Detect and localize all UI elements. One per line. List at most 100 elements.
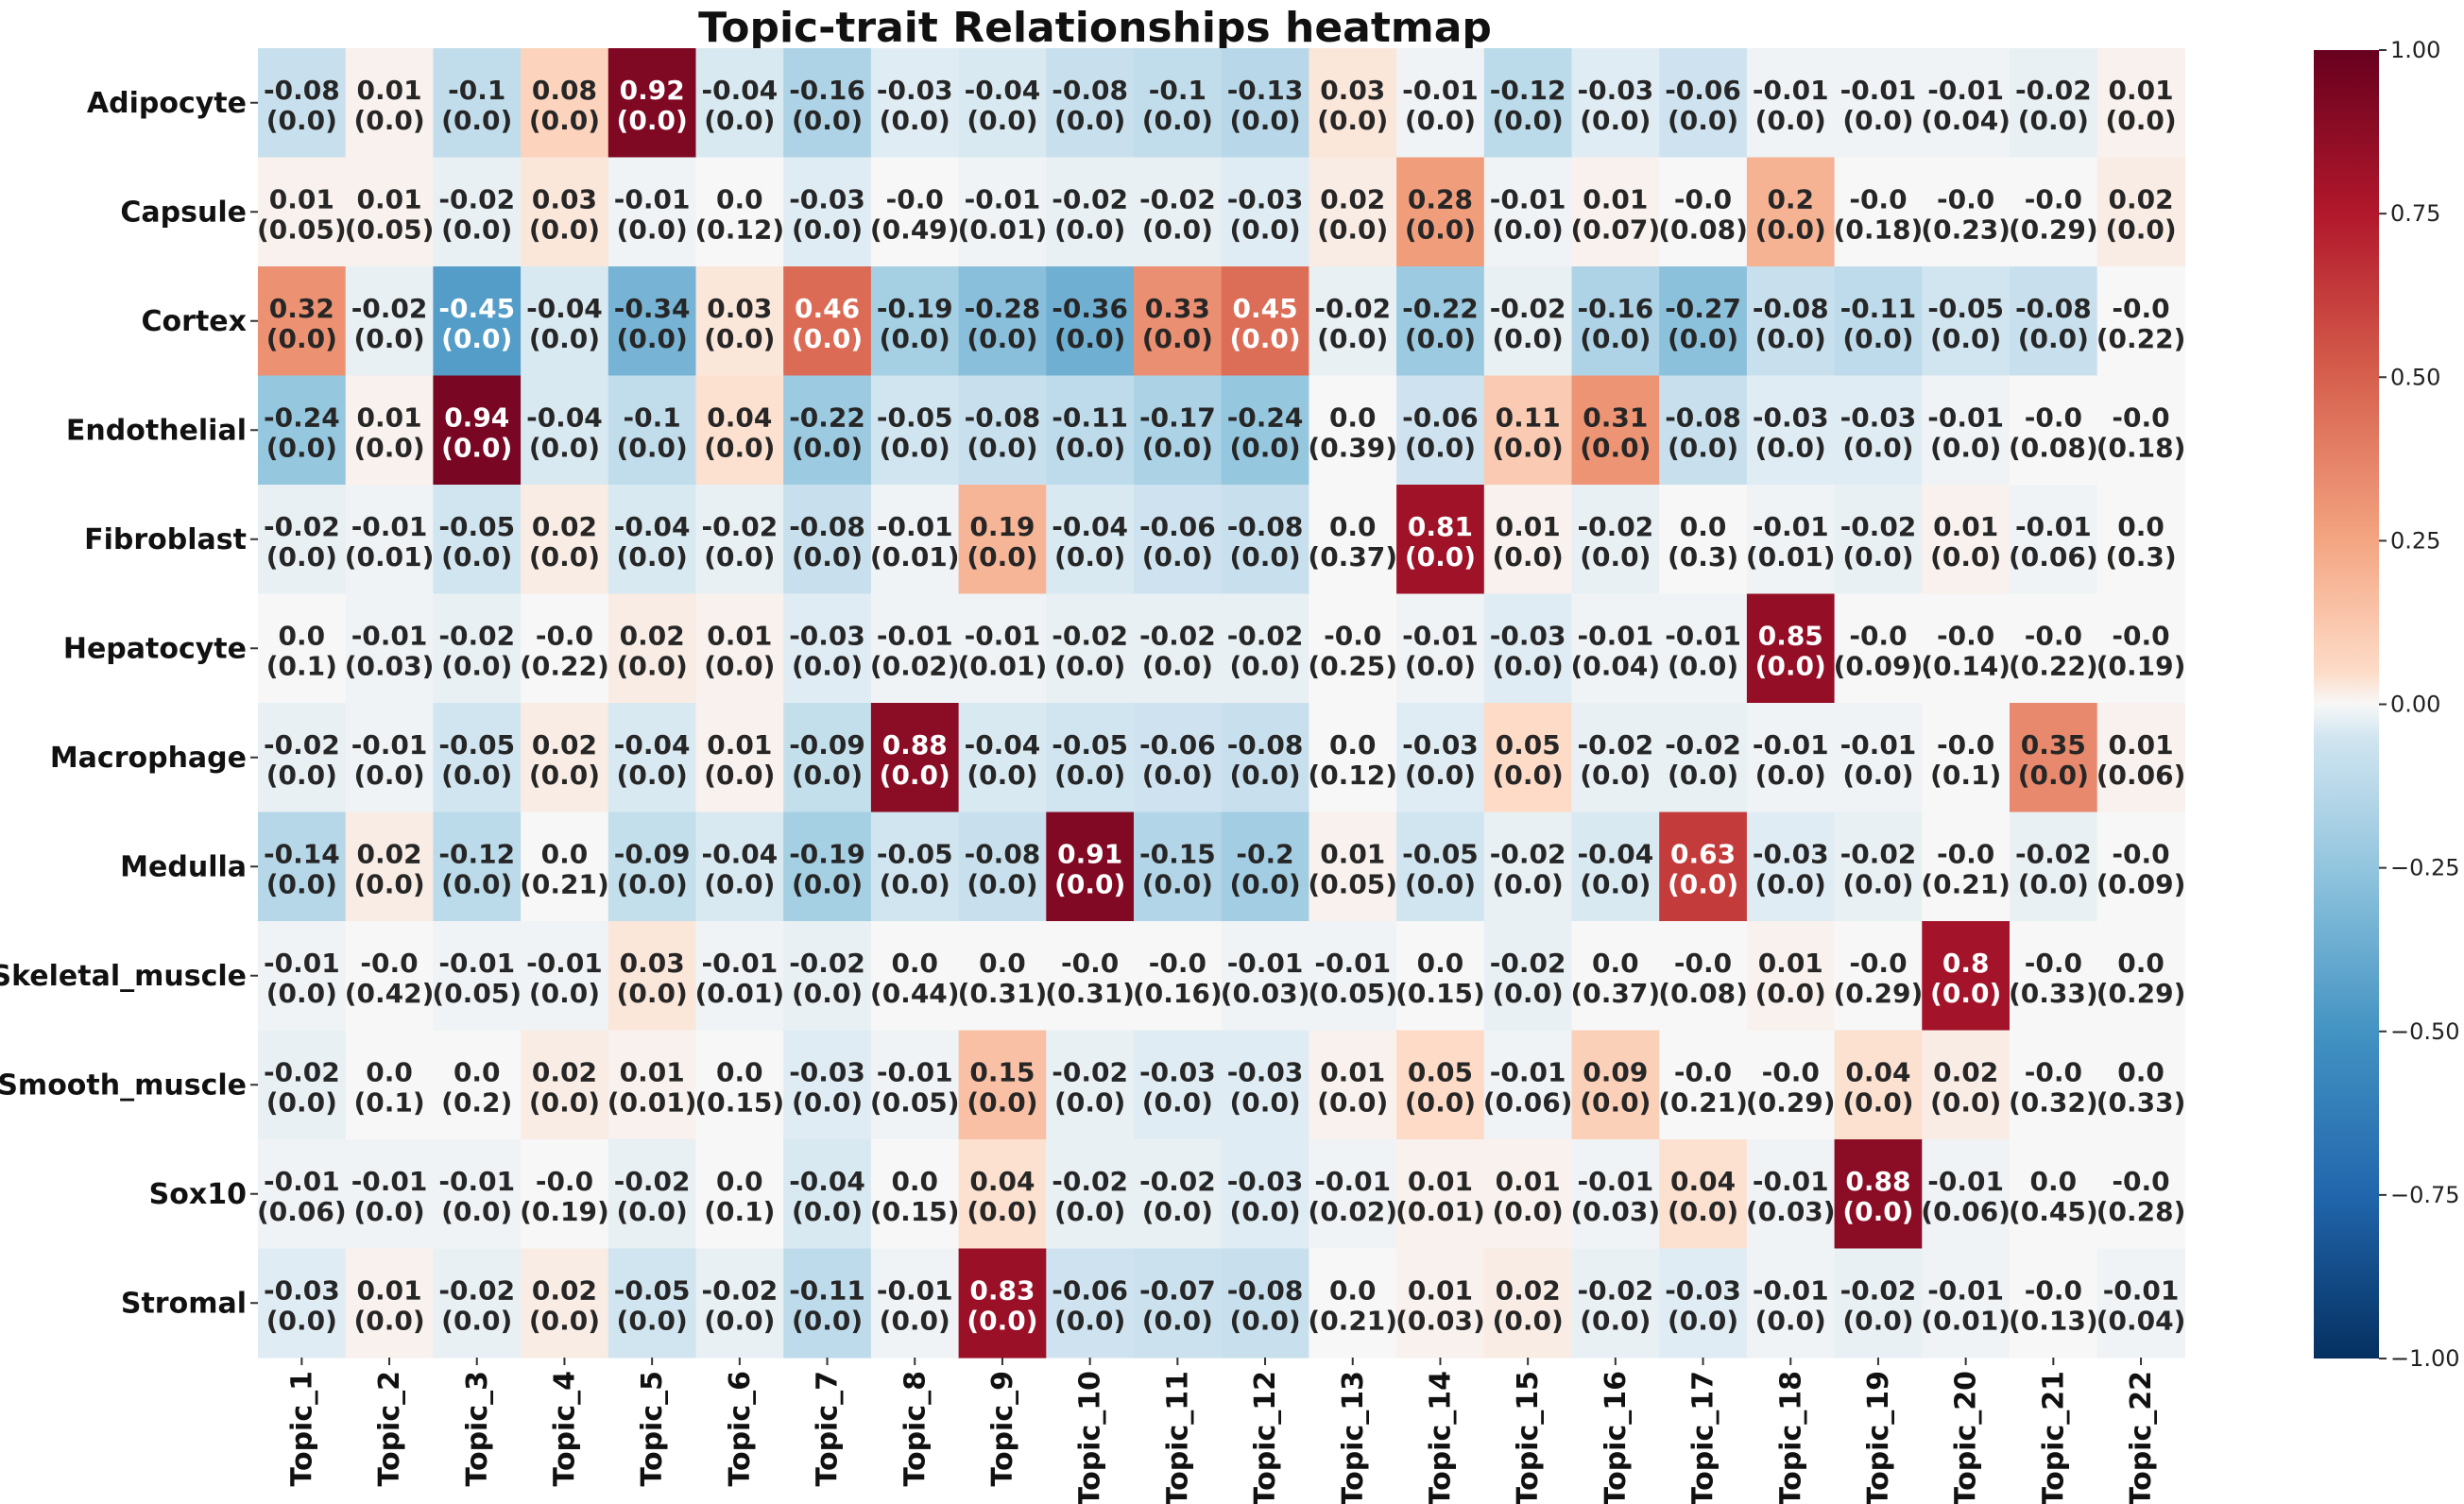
heatmap-cell (958, 593, 1047, 704)
cell-value-label: -0.05 (438, 511, 515, 542)
heatmap-cell (1922, 157, 2011, 267)
cell-value-label: -0.08 (965, 838, 1041, 869)
cell-value-label: -0.1 (1149, 75, 1206, 106)
cell-pvalue-label: (0.12) (1308, 760, 1397, 791)
heatmap-cell (345, 485, 434, 595)
cell-value-label: 0.91 (1057, 838, 1122, 869)
cell-value-label: -0.08 (1227, 1274, 1304, 1306)
cell-pvalue-label: (0.0) (1493, 323, 1564, 354)
cell-value-label: 0.63 (1670, 838, 1736, 869)
cell-pvalue-label: (0.0) (1054, 1196, 1125, 1227)
colorbar-tick-label: 0.25 (2390, 527, 2440, 554)
cell-value-label: -0.02 (1052, 1166, 1128, 1197)
cell-value-label: -0.05 (1052, 729, 1128, 761)
cell-pvalue-label: (0.0) (792, 541, 863, 573)
cell-value-label: -0.04 (1052, 511, 1128, 542)
cell-value-label: -0.01 (1490, 1056, 1566, 1087)
row-label: Adipocyte (87, 87, 247, 120)
cell-value-label: -0.24 (264, 402, 340, 433)
cell-pvalue-label: (0.0) (1054, 868, 1125, 899)
row-label: Macrophage (50, 742, 247, 775)
cell-pvalue-label: (0.0) (1142, 541, 1213, 573)
cell-value-label: -0.01 (351, 1166, 428, 1197)
heatmap-cell (783, 48, 872, 159)
heatmap-cell (1571, 266, 1660, 377)
heatmap-cell (607, 1030, 697, 1140)
heatmap-cell (433, 703, 522, 813)
cell-pvalue-label: (0.0) (529, 432, 600, 463)
cell-pvalue-label: (0.03) (1746, 1196, 1836, 1227)
cell-pvalue-label: (0.0) (1229, 1086, 1300, 1118)
cell-pvalue-label: (0.0) (617, 214, 688, 245)
heatmap-cell (1221, 1139, 1309, 1250)
cell-value-label: -0.02 (264, 729, 340, 761)
heatmap-cell (1746, 266, 1836, 377)
cell-value-label: -0.03 (264, 1274, 340, 1306)
cell-pvalue-label: (0.01) (607, 1086, 697, 1118)
cell-pvalue-label: (0.01) (958, 214, 1048, 245)
cell-value-label: 0.04 (1845, 1056, 1910, 1087)
cell-pvalue-label: (0.0) (704, 105, 775, 136)
cell-pvalue-label: (0.0) (617, 1305, 688, 1336)
cell-pvalue-label: (0.0) (1142, 432, 1213, 463)
heatmap-cell (345, 1030, 434, 1140)
cell-value-label: 0.01 (1496, 511, 1561, 542)
heatmap-cell (607, 703, 697, 813)
heatmap-cell (521, 157, 609, 267)
heatmap-cell (1746, 1248, 1836, 1359)
cell-pvalue-label: (0.0) (529, 323, 600, 354)
cell-value-label: -0.03 (1577, 75, 1653, 106)
heatmap-cell (521, 48, 609, 159)
cell-value-label: 0.05 (1408, 1056, 1473, 1087)
heatmap-cell (1746, 593, 1836, 704)
heatmap-cell (1571, 485, 1660, 595)
heatmap-cell (1396, 921, 1485, 1032)
cell-value-label: -0.0 (1061, 948, 1119, 979)
cell-value-label: -0.11 (789, 1274, 865, 1306)
cell-value-label: -0.0 (1937, 838, 1994, 869)
heatmap-cell (433, 157, 522, 267)
cell-pvalue-label: (0.0) (1229, 1196, 1300, 1227)
heatmap-cell (958, 266, 1047, 377)
colorbar-tick-label: −0.25 (2390, 855, 2460, 881)
cell-pvalue-label: (0.01) (695, 978, 785, 1009)
cell-pvalue-label: (0.0) (617, 1196, 688, 1227)
cell-pvalue-label: (0.0) (1229, 650, 1300, 681)
cell-pvalue-label: (0.0) (880, 868, 950, 899)
cell-value-label: 0.0 (716, 1166, 763, 1197)
column-label: Topic_15 (1512, 1371, 1545, 1504)
heatmap-cell (1571, 593, 1660, 704)
heatmap-cell (1483, 266, 1573, 377)
column-label: Topic_5 (636, 1371, 669, 1487)
cell-value-label: -0.04 (1577, 838, 1653, 869)
cell-value-label: 0.02 (1496, 1274, 1561, 1306)
cell-pvalue-label: (0.0) (792, 978, 863, 1009)
cell-value-label: -0.01 (614, 183, 691, 214)
cell-pvalue-label: (0.0) (1229, 1305, 1300, 1336)
heatmap-cell (1571, 157, 1660, 267)
heatmap-cell (1659, 48, 1748, 159)
heatmap-cell (521, 375, 609, 486)
heatmap-cell (1046, 1248, 1135, 1359)
cell-pvalue-label: (0.01) (1395, 1196, 1485, 1227)
cell-value-label: 0.04 (969, 1166, 1035, 1197)
colorbar-tick-label: 1.00 (2390, 37, 2440, 63)
cell-value-label: -0.34 (614, 293, 691, 324)
cell-pvalue-label: (0.0) (1054, 650, 1125, 681)
cell-pvalue-label: (0.49) (870, 214, 960, 245)
cell-pvalue-label: (0.0) (1755, 978, 1826, 1009)
cell-pvalue-label: (0.03) (345, 650, 435, 681)
cell-pvalue-label: (0.0) (967, 1196, 1037, 1227)
cell-value-label: 0.31 (1583, 402, 1648, 433)
cell-pvalue-label: (0.0) (1405, 1086, 1476, 1118)
heatmap-cell (1659, 1030, 1748, 1140)
heatmap-cell (1834, 921, 1923, 1032)
heatmap-cell (1834, 375, 1923, 486)
cell-pvalue-label: (0.33) (2009, 978, 2098, 1009)
heatmap-cell (1571, 48, 1660, 159)
cell-value-label: 0.0 (1329, 511, 1377, 542)
heatmap-cell (1134, 703, 1223, 813)
cell-pvalue-label: (0.0) (266, 760, 337, 791)
cell-pvalue-label: (0.0) (1229, 105, 1300, 136)
cell-value-label: -0.0 (2112, 620, 2169, 651)
